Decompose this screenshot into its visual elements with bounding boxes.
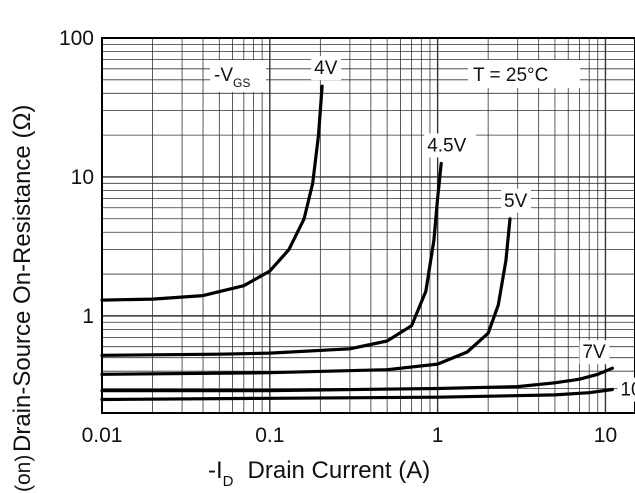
x-axis-title: -ID Drain Current (A)	[208, 457, 430, 490]
x-tick-label: 0.01	[82, 424, 123, 447]
x-tick-label: 10	[594, 424, 617, 447]
tick-labels: 0.01 0.1 1 10 1 10 100	[59, 27, 617, 447]
plot-frame	[101, 37, 635, 414]
series-line-4v	[100, 84, 324, 302]
x-tick-label: 0.1	[255, 424, 284, 447]
series-line-5v	[100, 217, 512, 376]
grid-lines	[102, 38, 635, 413]
y-axis-title: Drain-Source On-Resistance (Ω)	[9, 105, 36, 452]
x-tick-label: 1	[432, 424, 444, 447]
temperature-annotation: T = 25°C	[473, 65, 548, 86]
y-tick-label: 10	[71, 166, 94, 189]
curve-label-bg	[617, 377, 635, 402]
y-tick-label: 1	[82, 305, 94, 328]
series-line-4-5v	[100, 161, 443, 357]
series-curves	[100, 84, 614, 402]
curve-label-bg	[311, 56, 342, 81]
vgs-legend-label: -VGS	[214, 65, 250, 90]
curve-label-5v: 5V	[504, 191, 528, 212]
curve-label-10v: 10V	[620, 380, 635, 401]
series-line-10v	[100, 387, 614, 402]
annotation-bg	[468, 60, 580, 88]
series-line-7v	[100, 366, 614, 393]
curve-labels: 4V 4.5V 5V 7V 10V	[311, 56, 635, 402]
vgs-label-bg	[210, 60, 266, 92]
y-tick-label: 100	[59, 27, 94, 50]
y-axis-title-fragment: (on)	[12, 455, 35, 492]
curve-label-4-5v: 4.5V	[427, 135, 466, 156]
curve-label-bg	[424, 133, 477, 158]
curve-label-bg	[579, 340, 610, 365]
curve-label-7v: 7V	[582, 342, 606, 363]
curve-label-bg	[501, 188, 532, 213]
curve-label-4v: 4V	[314, 58, 338, 79]
